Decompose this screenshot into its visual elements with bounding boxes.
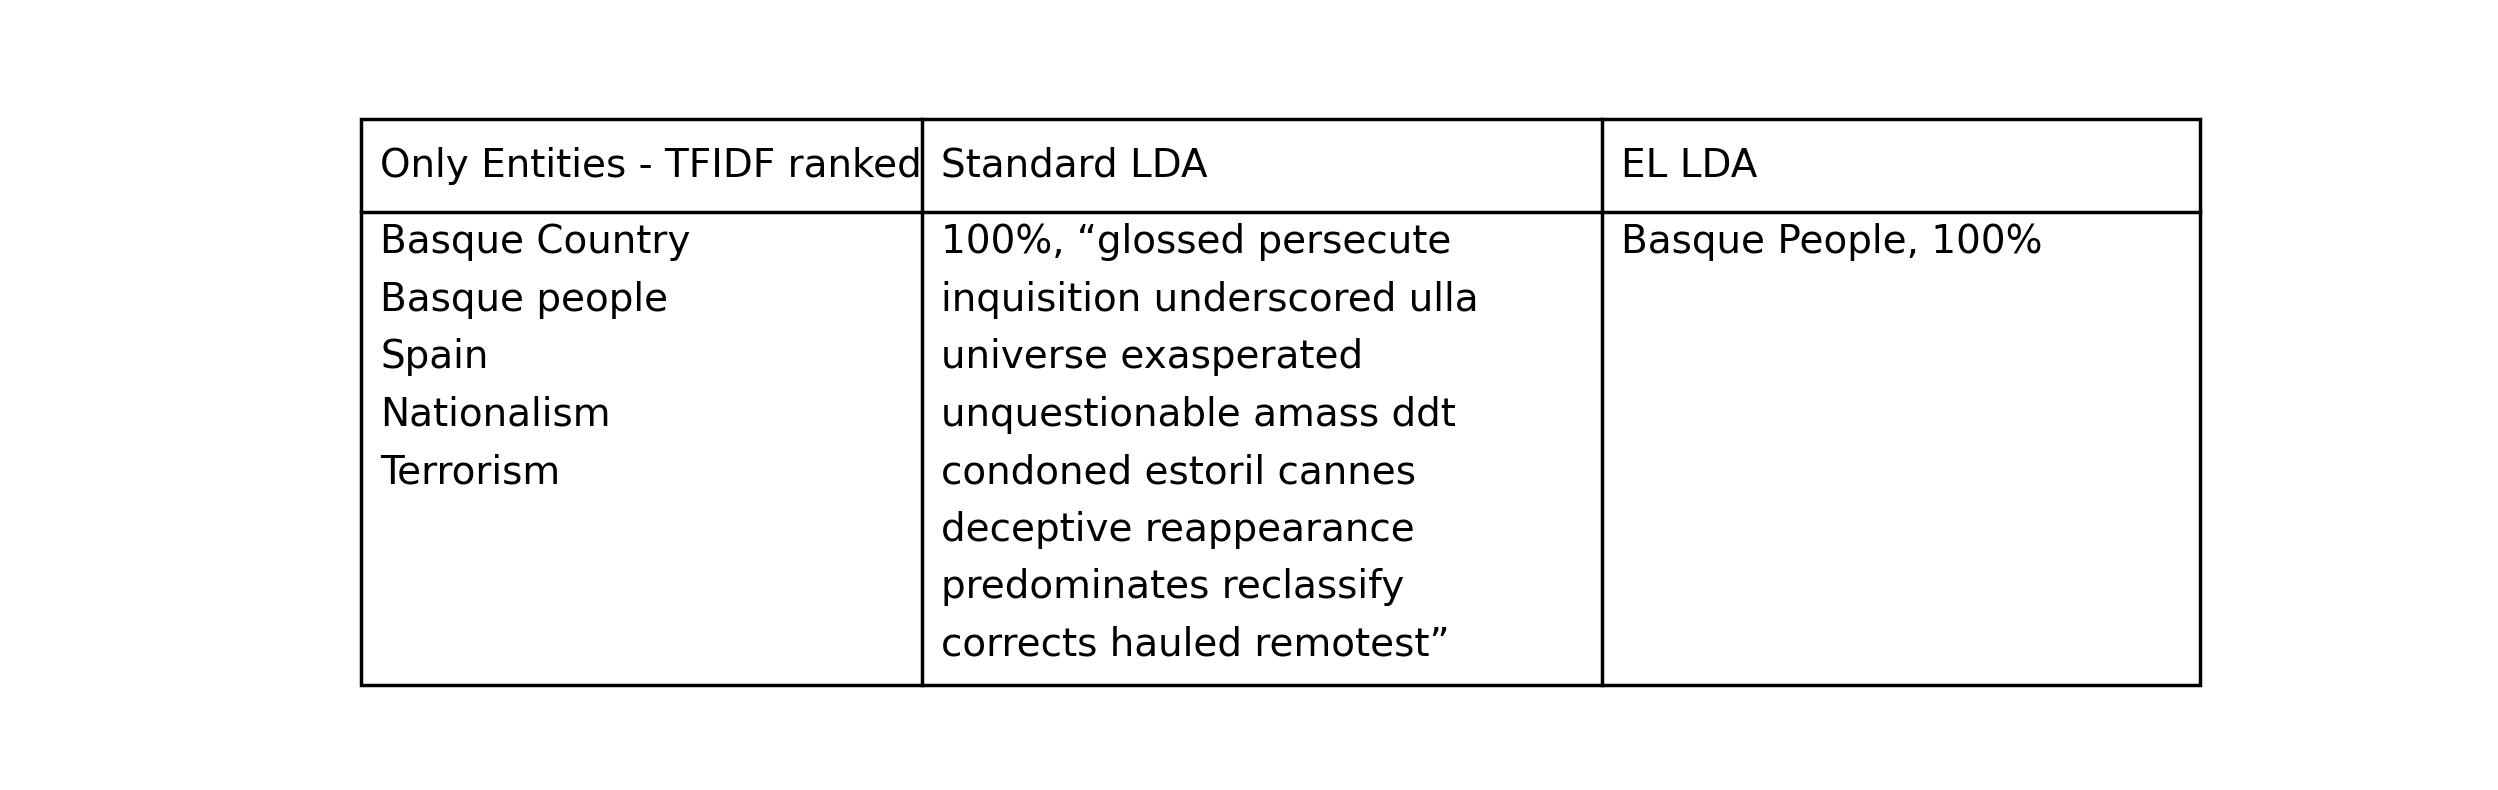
Text: Standard LDA: Standard LDA (942, 147, 1207, 185)
Text: Basque People, 100%: Basque People, 100% (1621, 224, 2043, 261)
Text: EL LDA: EL LDA (1621, 147, 1759, 185)
Text: Basque Country
Basque people
Spain
Nationalism
Terrorism: Basque Country Basque people Spain Natio… (380, 224, 689, 491)
Text: 100%, “glossed persecute
inquisition underscored ulla
universe exasperated
unque: 100%, “glossed persecute inquisition und… (942, 224, 1479, 664)
Text: Only Entities - TFIDF ranked: Only Entities - TFIDF ranked (380, 147, 922, 185)
